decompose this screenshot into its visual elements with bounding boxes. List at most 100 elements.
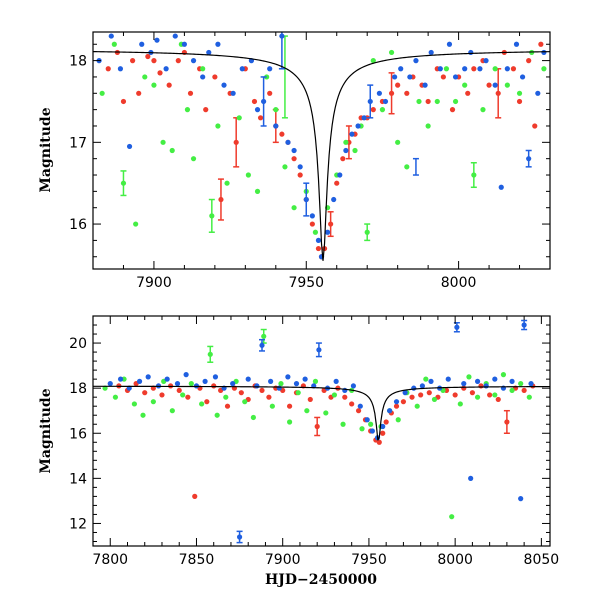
top-data-point <box>395 139 401 145</box>
top-panel-ylabel: Magnitude <box>38 107 54 192</box>
bottom-data-point <box>250 414 256 421</box>
top-data-point <box>526 58 532 64</box>
top-data-point <box>105 66 111 72</box>
bottom-data-point <box>445 376 451 382</box>
top-data-point <box>483 58 489 64</box>
top-data-point <box>425 98 431 105</box>
top-data-point <box>279 131 285 137</box>
top-data-point <box>364 229 370 235</box>
top-data-point <box>376 90 382 96</box>
bottom-data-point <box>188 381 194 387</box>
top-data-point <box>404 90 410 96</box>
bottom-data-point <box>307 396 313 403</box>
top-data-point <box>233 139 239 145</box>
top-data-point <box>312 229 319 235</box>
bottom-data-point <box>357 403 363 409</box>
top-data-point <box>382 98 389 105</box>
top-data-point <box>212 74 218 80</box>
top-data-point <box>117 66 124 72</box>
top-data-point <box>480 107 486 113</box>
top-data-point <box>349 131 355 137</box>
top-data-point <box>187 90 194 96</box>
bottom-panel-ylabel: Magnitude <box>38 388 54 473</box>
top-data-point <box>215 41 221 47</box>
top-data-point <box>398 66 404 72</box>
top-data-point <box>236 115 242 121</box>
top-data-point <box>254 188 261 194</box>
top-panel-marks <box>93 32 550 261</box>
bottom-data-point <box>230 381 236 387</box>
top-data-point <box>315 237 322 243</box>
bottom-data-point <box>323 410 329 416</box>
bottom-data-point <box>314 423 320 430</box>
top-panel-frame <box>92 31 551 270</box>
top-data-point <box>416 98 422 105</box>
bottom-data-point <box>469 390 475 396</box>
top-data-point <box>203 107 209 113</box>
bottom-data-point <box>483 383 489 389</box>
bottom-data-point <box>478 383 484 389</box>
top-data-point <box>239 66 245 72</box>
top-data-point <box>218 196 224 203</box>
top-data-point <box>175 58 181 64</box>
top-data-point <box>425 123 431 129</box>
top-data-point <box>172 33 178 39</box>
top-data-point <box>334 180 340 186</box>
top-data-point <box>230 90 236 96</box>
top-data-point <box>285 139 291 145</box>
top-data-point <box>184 107 191 113</box>
bottom-data-point <box>316 347 322 353</box>
top-data-point <box>130 58 136 64</box>
bottom-panel: 7800 7850 7900 7950 8000 8050 12 14 16 18 20 Magni… <box>38 315 559 588</box>
bottom-data-point <box>107 381 113 387</box>
bottom-y-tick-label: 16 <box>69 426 87 442</box>
top-data-point <box>462 82 468 88</box>
top-data-point <box>126 143 133 150</box>
top-y-tick-label: 18 <box>69 54 87 70</box>
bottom-data-point <box>136 378 143 384</box>
bottom-data-point <box>419 383 425 389</box>
top-y-tick-label: 17 <box>69 135 87 151</box>
bottom-data-point <box>426 390 432 396</box>
top-data-point <box>437 66 443 72</box>
top-data-point <box>407 74 413 80</box>
bottom-data-point <box>518 381 524 387</box>
bottom-data-point <box>428 378 434 384</box>
top-data-point <box>251 98 258 105</box>
top-data-point <box>221 82 227 88</box>
bottom-y-tick-label: 18 <box>69 381 87 397</box>
top-data-point <box>181 41 187 47</box>
top-data-point <box>538 41 544 47</box>
top-data-point <box>166 82 172 88</box>
top-data-point <box>422 82 428 88</box>
bottom-data-point <box>454 324 460 330</box>
top-data-point <box>264 74 270 80</box>
top-data-point <box>108 33 114 39</box>
top-data-point <box>245 172 251 178</box>
bottom-data-point <box>224 403 231 409</box>
top-data-point <box>443 66 450 72</box>
bottom-data-point <box>423 376 429 382</box>
top-data-point <box>303 196 309 203</box>
bottom-data-point <box>350 383 357 389</box>
bottom-data-point <box>214 412 220 418</box>
bottom-data-point <box>383 419 389 425</box>
bottom-data-point <box>286 419 293 425</box>
bottom-data-point <box>528 381 534 387</box>
bottom-y-tick-label: 12 <box>69 516 87 532</box>
top-data-point <box>395 82 401 88</box>
top-data-point <box>504 66 510 72</box>
bottom-data-point <box>145 374 151 380</box>
top-data-point <box>446 41 453 47</box>
bottom-data-point <box>509 387 515 394</box>
bottom-data-point <box>393 403 400 409</box>
top-model-curve <box>93 51 550 261</box>
bottom-data-point <box>474 378 481 384</box>
top-data-point <box>257 115 264 121</box>
bottom-data-point <box>495 396 501 403</box>
top-data-point <box>449 107 456 113</box>
bottom-data-point <box>285 374 291 380</box>
bottom-data-point <box>431 396 438 403</box>
bottom-data-point <box>180 392 186 398</box>
